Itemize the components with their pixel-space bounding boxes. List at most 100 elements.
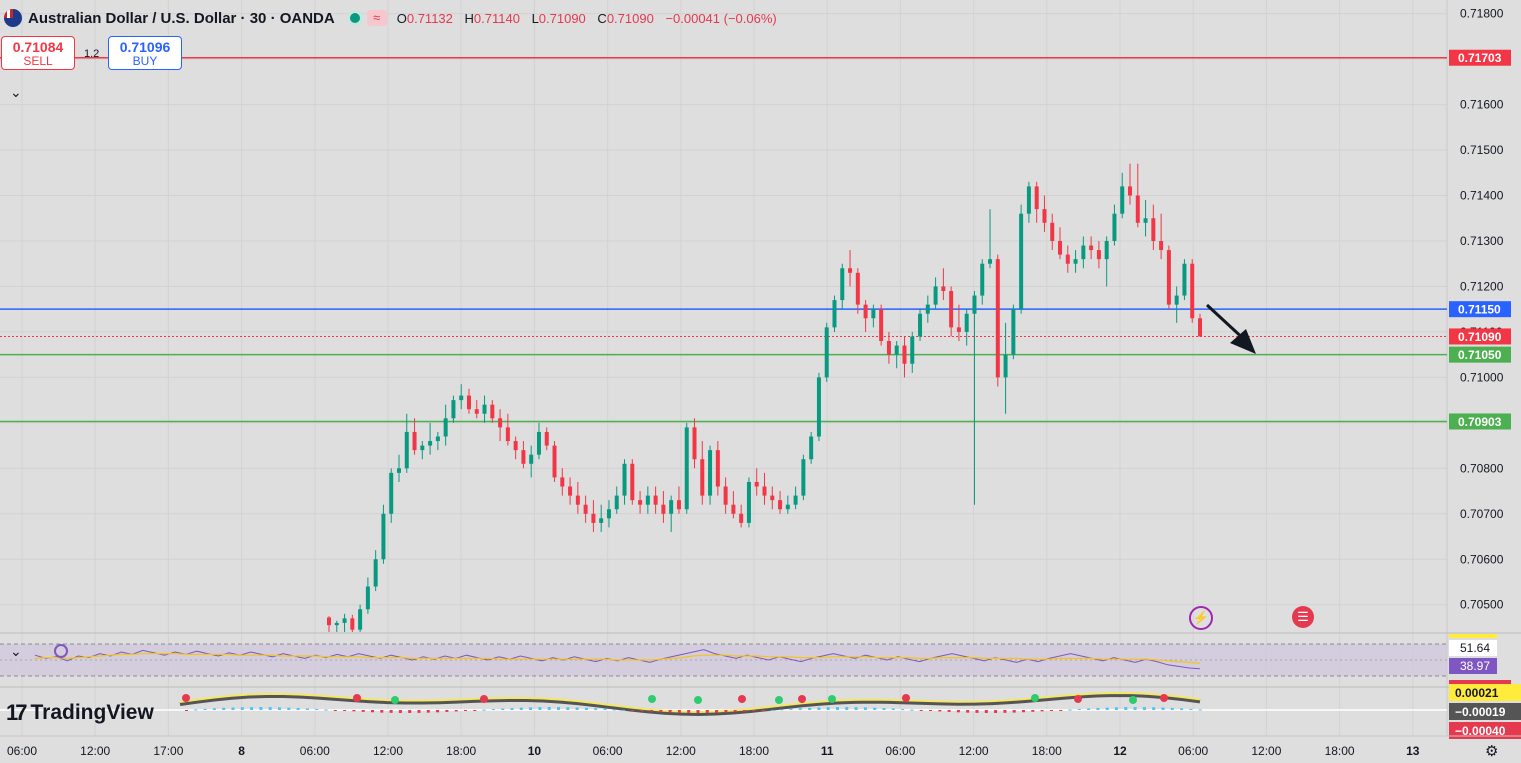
candle-body	[1089, 245, 1094, 251]
macd-histogram-bar	[268, 707, 272, 710]
spread-value: 1.2	[84, 48, 100, 60]
macd-histogram-bar	[984, 710, 988, 713]
macd-histogram-bar	[259, 707, 263, 710]
macd-cross-dot	[1129, 696, 1137, 704]
ohlc-readout: O0.71132 H0.71140 L0.71090 C0.71090 −0.0…	[397, 11, 785, 26]
candle-body	[560, 477, 565, 487]
us-flag-icon[interactable]: ☰	[1292, 606, 1314, 628]
macd-histogram-bar	[426, 710, 430, 713]
tradingview-logo[interactable]: 17 TradingView	[6, 700, 154, 726]
candle-body	[1135, 195, 1140, 223]
macd-cross-dot	[648, 695, 656, 703]
macd-histogram-bar	[1170, 707, 1174, 710]
macd-cross-dot	[480, 695, 488, 703]
macd-histogram-bar	[519, 707, 523, 710]
price-level-label: 0.71150	[1458, 303, 1501, 317]
chevron-down-icon[interactable]: ⌄	[10, 84, 22, 100]
candle-body	[910, 336, 915, 364]
macd-histogram-bar	[780, 709, 784, 711]
macd-histogram-bar	[640, 710, 644, 712]
macd-histogram-bar	[966, 710, 970, 713]
sell-button[interactable]: 0.71084 SELL	[1, 36, 75, 70]
market-open-icon[interactable]	[346, 10, 363, 26]
close-label: C	[597, 10, 607, 26]
candle-body	[342, 618, 347, 623]
symbol-title[interactable]: Australian Dollar / U.S. Dollar · 30 · O…	[28, 9, 335, 27]
rsi-tag-2	[1449, 658, 1497, 674]
macd-histogram-bar	[1189, 708, 1193, 710]
candle-body	[1065, 254, 1070, 264]
macd-histogram-bar	[994, 710, 998, 713]
macd-histogram-bar	[1049, 710, 1053, 711]
macd-histogram-bar	[584, 707, 588, 710]
price-level-label: 0.71050	[1458, 348, 1502, 362]
macd-histogram-bar	[873, 707, 877, 710]
macd-cross-dot	[828, 695, 836, 703]
macd-histogram-bar	[305, 708, 309, 710]
price-level-tag	[1449, 301, 1511, 318]
macd-cross-dot	[182, 694, 190, 702]
candle-body	[661, 504, 666, 514]
open-label: O	[396, 10, 407, 26]
candle-body	[894, 345, 899, 355]
macd-histogram-bar	[1161, 707, 1165, 710]
candle-body	[490, 404, 495, 419]
candle-body	[848, 268, 853, 273]
macd-histogram-bar	[212, 708, 216, 710]
macd-histogram-bar	[278, 707, 281, 710]
macd-histogram-bar	[1198, 709, 1202, 711]
macd-histogram-bar	[817, 707, 821, 710]
candle-body	[1182, 263, 1187, 296]
candle-body	[1011, 309, 1016, 355]
candle-body	[451, 400, 456, 419]
macd-histogram-bar	[361, 710, 365, 712]
macd-histogram-bar	[557, 707, 560, 710]
macd-cross-dot	[1074, 695, 1082, 703]
candle-body	[700, 459, 705, 496]
rsi-value-2: 38.97	[1460, 659, 1490, 673]
macd-histogram-bar	[891, 708, 895, 710]
gear-icon[interactable]: ⚙	[1485, 743, 1499, 760]
candle-body	[949, 290, 954, 328]
candle-body	[1073, 259, 1078, 264]
macd-histogram-bar	[510, 708, 514, 710]
price-tick-label: 0.71500	[1460, 143, 1504, 157]
candle-body	[498, 418, 503, 428]
macd-cross-dot	[798, 695, 806, 703]
macd-histogram-bar	[882, 708, 886, 710]
wave-icon[interactable]: ≈	[366, 10, 387, 26]
candle-body	[886, 341, 891, 355]
macd-histogram-bar	[594, 708, 598, 710]
price-level-label: 0.71703	[1458, 51, 1502, 65]
price-tick-label: 0.71800	[1460, 7, 1504, 21]
macd-histogram-bar	[836, 707, 839, 710]
price-tick-label: 0.70600	[1460, 552, 1504, 566]
candle-body	[653, 495, 658, 505]
lightning-icon[interactable]: ⚡	[1189, 606, 1213, 630]
candle-body	[606, 509, 611, 519]
macd-histogram-bar	[761, 710, 765, 711]
macd-histogram-bar	[705, 710, 709, 713]
buy-label: BUY	[132, 54, 158, 68]
buy-button[interactable]: 0.71096 BUY	[108, 36, 182, 70]
macd-histogram-bar	[436, 710, 440, 713]
macd-cross-dot	[1031, 694, 1039, 702]
macd-histogram-bar	[724, 710, 728, 713]
macd-histogram-bar	[1105, 707, 1109, 710]
candle-body	[544, 431, 549, 446]
candle-body	[995, 259, 1000, 378]
macd-histogram-bar	[222, 707, 226, 710]
macd-histogram-bar	[352, 710, 356, 712]
macd-histogram-bar	[287, 707, 291, 710]
candle-body	[1050, 222, 1055, 241]
macd-histogram-bar	[408, 710, 412, 713]
candle-body	[428, 441, 433, 446]
candle-body	[964, 313, 969, 332]
chevron-down-icon[interactable]: ⌄	[10, 643, 22, 659]
candle-body	[552, 445, 557, 478]
candle-body	[1026, 186, 1031, 214]
price-tick-label: 0.70500	[1460, 598, 1504, 612]
macd-histogram-bar	[733, 710, 737, 713]
candle-body	[933, 286, 938, 305]
